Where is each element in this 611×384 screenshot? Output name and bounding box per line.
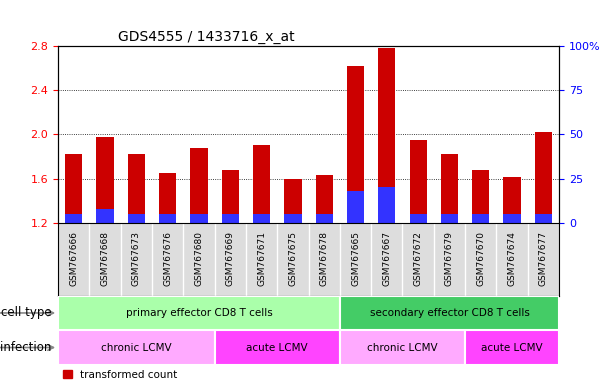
Text: GSM767679: GSM767679: [445, 232, 454, 286]
Text: chronic LCMV: chronic LCMV: [367, 343, 438, 353]
Bar: [535, 214, 552, 223]
Text: GSM767671: GSM767671: [257, 232, 266, 286]
Bar: [347, 191, 364, 223]
Bar: [340, 330, 465, 365]
Bar: [441, 214, 458, 223]
Bar: [58, 296, 340, 330]
Bar: [222, 214, 239, 223]
Text: GSM767665: GSM767665: [351, 232, 360, 286]
Bar: [97, 137, 114, 223]
Bar: [503, 214, 521, 223]
Text: GSM767669: GSM767669: [226, 232, 235, 286]
Bar: [159, 214, 176, 223]
Bar: [340, 296, 559, 330]
Text: GSM767676: GSM767676: [163, 232, 172, 286]
Bar: [222, 170, 239, 223]
Text: chronic LCMV: chronic LCMV: [101, 343, 172, 353]
Bar: [65, 214, 82, 223]
Bar: [503, 177, 521, 223]
Bar: [409, 214, 426, 223]
Bar: [128, 214, 145, 223]
Bar: [378, 187, 395, 223]
Text: GSM767667: GSM767667: [382, 232, 391, 286]
Text: GSM767673: GSM767673: [132, 232, 141, 286]
Bar: [97, 209, 114, 223]
Text: infection: infection: [0, 341, 55, 354]
Bar: [316, 175, 333, 223]
Bar: [253, 146, 270, 223]
Bar: [409, 140, 426, 223]
Text: GSM767672: GSM767672: [414, 232, 423, 286]
Bar: [191, 148, 208, 223]
Bar: [58, 330, 214, 365]
Text: GSM767668: GSM767668: [101, 232, 109, 286]
Text: GSM767678: GSM767678: [320, 232, 329, 286]
Bar: [284, 214, 301, 223]
Bar: [253, 214, 270, 223]
Bar: [214, 330, 340, 365]
Text: acute LCMV: acute LCMV: [246, 343, 308, 353]
Text: cell type: cell type: [1, 306, 55, 319]
Bar: [465, 330, 559, 365]
Legend: transformed count, percentile rank within the sample: transformed count, percentile rank withi…: [64, 370, 256, 384]
Bar: [284, 179, 301, 223]
Bar: [472, 170, 489, 223]
Text: GSM767675: GSM767675: [288, 232, 298, 286]
Bar: [472, 214, 489, 223]
Bar: [128, 154, 145, 223]
Text: GSM767677: GSM767677: [539, 232, 548, 286]
Bar: [441, 154, 458, 223]
Text: GDS4555 / 1433716_x_at: GDS4555 / 1433716_x_at: [118, 30, 295, 44]
Bar: [347, 66, 364, 223]
Bar: [191, 214, 208, 223]
Text: GSM767670: GSM767670: [477, 232, 485, 286]
Text: GSM767674: GSM767674: [508, 232, 516, 286]
Bar: [378, 48, 395, 223]
Text: GSM767680: GSM767680: [194, 232, 203, 286]
Text: GSM767666: GSM767666: [69, 232, 78, 286]
Bar: [316, 214, 333, 223]
Bar: [535, 132, 552, 223]
Text: primary effector CD8 T cells: primary effector CD8 T cells: [126, 308, 273, 318]
Text: secondary effector CD8 T cells: secondary effector CD8 T cells: [370, 308, 529, 318]
Bar: [159, 173, 176, 223]
Bar: [65, 154, 82, 223]
Text: acute LCMV: acute LCMV: [481, 343, 543, 353]
